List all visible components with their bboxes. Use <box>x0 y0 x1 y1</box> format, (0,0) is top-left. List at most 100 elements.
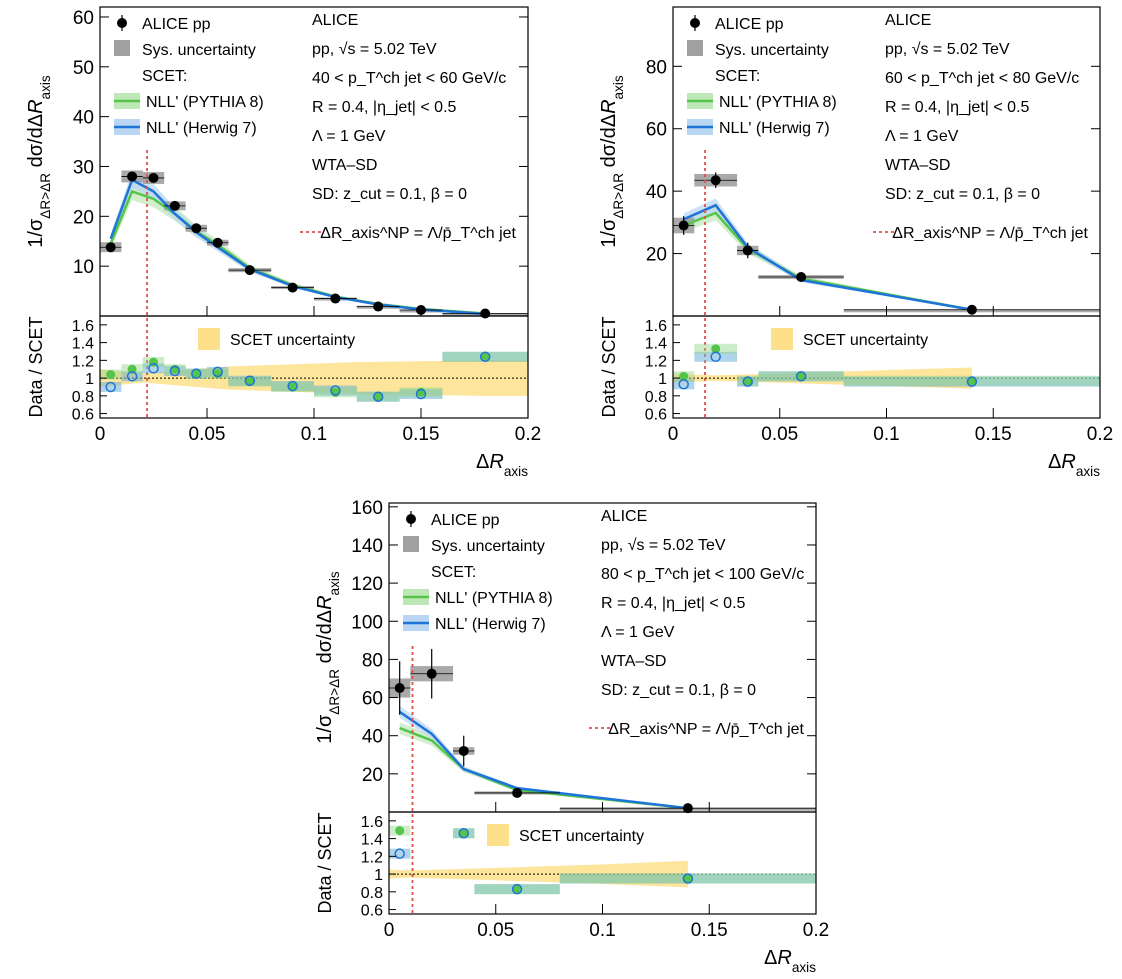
xtick-label: 0.05 <box>477 920 514 941</box>
ratio-pythia-point-2 <box>512 884 522 894</box>
legend-marker-sys <box>114 40 130 56</box>
legend-data: ALICE pp <box>142 16 211 33</box>
data-point-8 <box>330 293 341 304</box>
info-text-6: SD: z_cut = 0.1, β = 0 <box>312 186 467 203</box>
ytick-label: 60 <box>362 689 383 710</box>
ytick-label: 140 <box>351 536 383 557</box>
data-point-0 <box>105 242 116 253</box>
info-text-0: ALICE <box>601 508 647 525</box>
legend-pythia: NLL' (PYTHIA 8) <box>146 94 264 111</box>
xtick-label: 0.2 <box>1087 424 1113 445</box>
info-text-7: ΔR_axis^NP = Λ/p̄_T^ch jet <box>320 225 516 242</box>
pythia-line <box>399 726 689 810</box>
ratio-axis-label-text: Data / SCET <box>315 812 335 913</box>
data-point-1 <box>426 668 437 679</box>
herwig-line <box>398 710 689 810</box>
pythia-line <box>109 189 486 315</box>
ytick-label: 40 <box>646 182 667 203</box>
info-text-1: pp, √s = 5.02 TeV <box>885 41 1010 58</box>
data-point-3 <box>169 200 180 211</box>
ratio-herwig-point-11 <box>479 351 491 363</box>
ratio-axis-label-text: Data / SCET <box>26 316 46 417</box>
chart-panel-3: 20 40 60 80 100 120 140 160 0.60.811.21.41.6 0 0.0… <box>314 498 829 975</box>
ratio-herwig-point-3 <box>682 873 694 884</box>
ratio-axis-label-text: Data / SCET <box>599 316 619 417</box>
ratio-ytick-label: 0.8 <box>645 389 667 406</box>
legend-herwig: NLL' (Herwig 7) <box>719 120 830 137</box>
xtick-label: 0.05 <box>761 424 798 445</box>
y-axis-label: 1/σΔR>ΔR dσ/dΔRaxis <box>25 75 53 248</box>
y-axis-label-text: 1/σΔR>ΔR dσ/dΔRaxis <box>598 75 626 248</box>
y-axis-label-text: 1/σΔR>ΔR dσ/dΔRaxis <box>314 571 342 744</box>
ratio-ytick-label: 1.2 <box>361 849 383 866</box>
pythia-band <box>683 205 972 311</box>
ratio-axis-label: Data / SCET <box>26 316 46 417</box>
data-point-6 <box>244 265 255 276</box>
info-text-7: ΔR_axis^NP = Λ/p̄_T^ch jet <box>608 721 804 738</box>
ytick-label: 120 <box>351 574 383 595</box>
ratio-ytick-label: 1.6 <box>645 318 667 335</box>
ratio-pythia-point-0 <box>395 826 405 836</box>
ratio-herwig-point-4 <box>191 368 202 379</box>
xtick-label: 0.2 <box>803 920 829 941</box>
xtick-label: 0 <box>384 920 395 941</box>
data-point-0 <box>678 220 689 231</box>
ratio-ytick-label: 1.6 <box>361 814 383 831</box>
legend-sys: Sys. uncertainty <box>142 42 256 59</box>
data-point-2 <box>148 172 159 183</box>
ratio-pythia-point-6 <box>245 377 255 387</box>
ratio-ytick-label: 1.6 <box>72 318 94 335</box>
ratio-pythia-point-1 <box>459 828 469 838</box>
ratio-axis-label: Data / SCET <box>599 316 619 417</box>
ytick-label: 20 <box>646 245 667 266</box>
ytick-label: 50 <box>73 58 94 79</box>
ytick-label: 40 <box>73 108 94 129</box>
ratio-herwig-box-2 <box>142 363 165 374</box>
y-axis-label: 1/σΔR>ΔR dσ/dΔRaxis <box>314 571 342 744</box>
ratio-pythia-point-1 <box>127 364 137 374</box>
ratio-herwig-point-2 <box>742 376 753 387</box>
ratio-pythia-point-2 <box>743 376 753 386</box>
x-axis-label: ΔRaxis <box>764 947 816 975</box>
ratio-herwig-point-1 <box>126 371 138 382</box>
ratio-herwig-point-2 <box>511 883 523 895</box>
ratio-herwig-point-2 <box>148 363 159 374</box>
data-point-3 <box>796 271 807 282</box>
x-axis-label: ΔRaxis <box>476 451 528 479</box>
ratio-ytick-label: 1 <box>658 371 667 388</box>
x-axis-label: ΔRaxis <box>1048 451 1100 479</box>
ratio-ytick-label: 1.2 <box>72 353 94 370</box>
ytick-label: 20 <box>73 207 94 228</box>
ratio-pythia-point-7 <box>288 382 298 392</box>
ratio-pythia-point-3 <box>796 371 806 381</box>
y-axis-label: 1/σΔR>ΔR dσ/dΔRaxis <box>598 75 626 248</box>
ytick-label: 60 <box>646 120 667 141</box>
info-text-0: ALICE <box>885 12 931 29</box>
legend-scet: SCET: <box>142 68 187 85</box>
xtick-label: 0.15 <box>975 424 1012 445</box>
ratio-pythia-point-0 <box>679 371 689 381</box>
ratio-herwig-point-1 <box>458 828 469 839</box>
info-text-4: Λ = 1 GeV <box>885 128 959 145</box>
ytick-label: 80 <box>646 57 667 78</box>
data-point-5 <box>212 237 223 248</box>
ytick-label: 80 <box>362 650 383 671</box>
ytick-label: 10 <box>73 257 94 278</box>
info-text-2: 60 < p_T^ch jet < 80 GeV/c <box>885 70 1079 87</box>
xtick-label: 0.1 <box>589 920 615 941</box>
herwig-line <box>683 203 973 311</box>
xtick-label: 0.05 <box>189 424 226 445</box>
ratio-ytick-label: 1 <box>374 867 383 884</box>
data-point-4 <box>682 803 693 814</box>
legend-pythia: NLL' (PYTHIA 8) <box>719 94 837 111</box>
ratio-axis-label: Data / SCET <box>315 812 335 913</box>
data-point-1 <box>127 171 138 182</box>
ratio-ytick-label: 1.4 <box>645 336 667 353</box>
ratio-herwig-point-3 <box>795 371 807 382</box>
ratio-ytick-label: 1.4 <box>72 336 94 353</box>
xtick-label: 0.1 <box>301 424 327 445</box>
legend-scet-uncertainty: SCET uncertainty <box>803 332 928 349</box>
ratio-pythia-point-1 <box>711 344 721 354</box>
info-text-2: 40 < p_T^ch jet < 60 GeV/c <box>312 70 506 87</box>
